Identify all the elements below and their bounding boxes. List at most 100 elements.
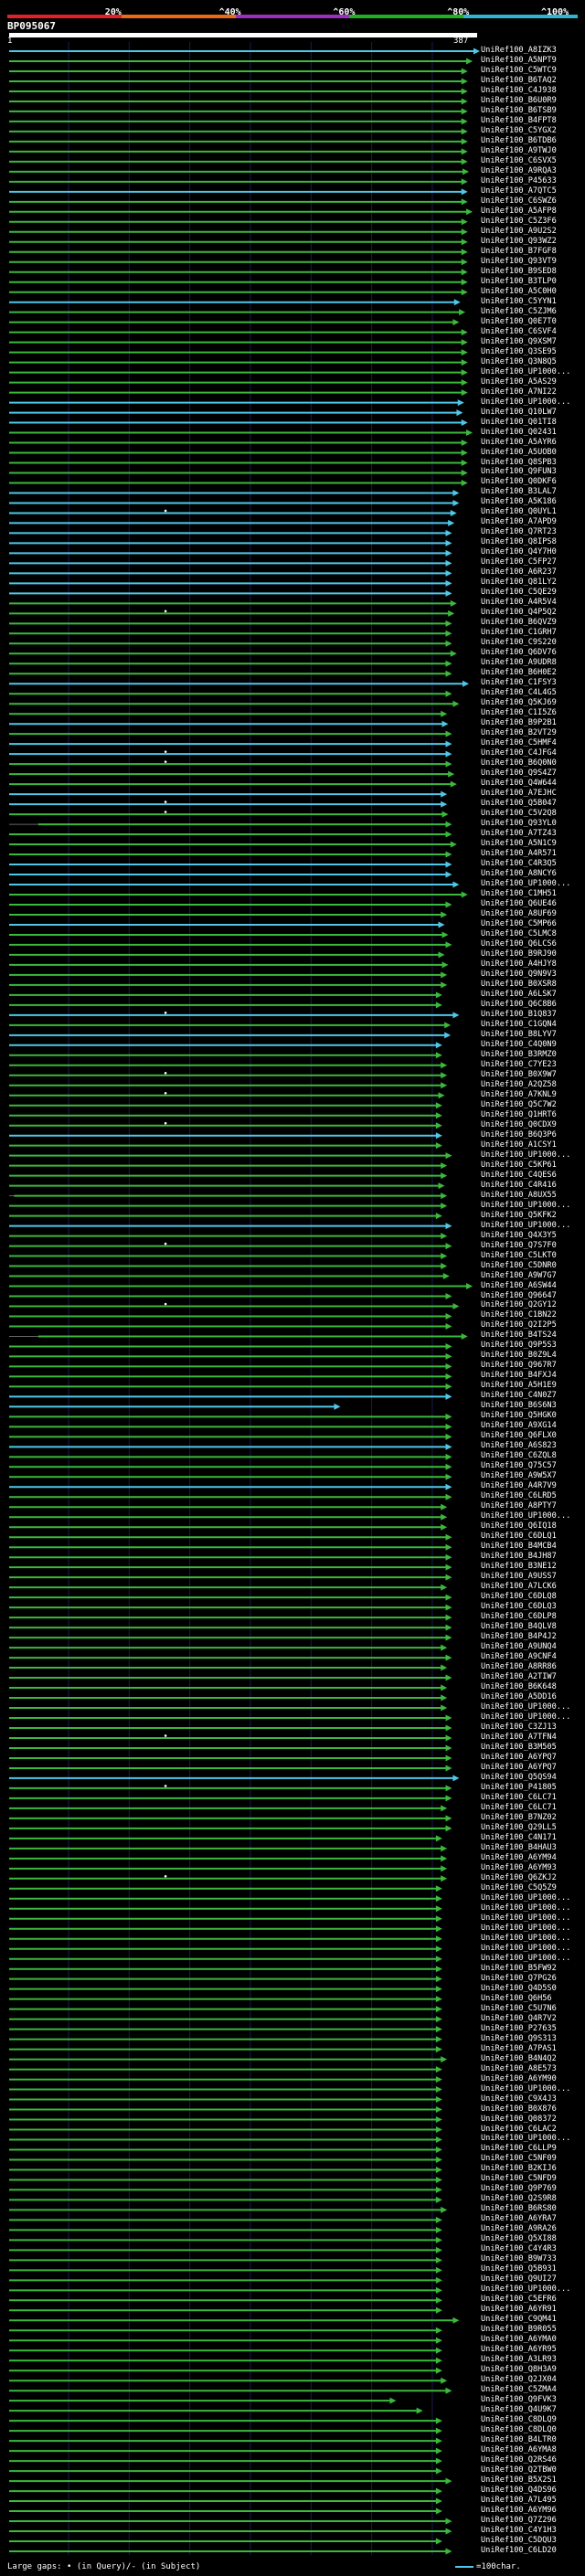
hit-label[interactable]: UniRef100_A6YPQ7: [481, 1762, 557, 1772]
hit-label[interactable]: UniRef100_Q2JX04: [481, 2375, 557, 2385]
hit-label[interactable]: UniRef100_B4MCB4: [481, 1542, 557, 1552]
hit-label[interactable]: UniRef100_B9SED8: [481, 266, 557, 276]
hit-label[interactable]: UniRef100_A5DD16: [481, 1692, 557, 1702]
hit-label[interactable]: UniRef100_Q75C57: [481, 1461, 557, 1471]
hit-label[interactable]: UniRef100_Q0UYL1: [481, 507, 557, 517]
hit-label[interactable]: UniRef100_A6YMA0: [481, 2335, 557, 2345]
hit-label[interactable]: UniRef100_A6YM96: [481, 2506, 557, 2516]
hit-label[interactable]: UniRef100_Q9FVK3: [481, 2395, 557, 2405]
hit-label[interactable]: UniRef100_B9P2B1: [481, 718, 557, 728]
hit-label[interactable]: UniRef100_B4FXJ4: [481, 1371, 557, 1381]
hit-label[interactable]: UniRef100_A6R237: [481, 567, 557, 578]
hit-label[interactable]: UniRef100_A3LR93: [481, 2355, 557, 2365]
hit-label[interactable]: UniRef100_C9X4J3: [481, 2094, 557, 2104]
hit-label[interactable]: UniRef100_B0X876: [481, 2104, 557, 2114]
hit-label[interactable]: UniRef100_A9U2S2: [481, 226, 557, 236]
hit-label[interactable]: UniRef100_B4P4J2: [481, 1632, 557, 1642]
hit-label[interactable]: UniRef100_A6YM94: [481, 1852, 557, 1862]
hit-label[interactable]: UniRef100_Q08372: [481, 2114, 557, 2124]
hit-label[interactable]: UniRef100_Q0CDX9: [481, 1119, 557, 1129]
hit-label[interactable]: UniRef100_A6YR91: [481, 2305, 557, 2315]
hit-label[interactable]: UniRef100_Q9S313: [481, 2033, 557, 2043]
hit-label[interactable]: UniRef100_B6RS80: [481, 2204, 557, 2214]
hit-label[interactable]: UniRef100_Q4U9K7: [481, 2405, 557, 2415]
hit-label[interactable]: UniRef100_UP1000...: [481, 2083, 571, 2094]
hit-label[interactable]: UniRef100_P27635: [481, 2023, 557, 2033]
hit-label[interactable]: UniRef100_B6QVZ9: [481, 618, 557, 628]
hit-label[interactable]: UniRef100_UP1000...: [481, 1933, 571, 1943]
hit-label[interactable]: UniRef100_A9W7G7: [481, 1270, 557, 1280]
hit-label[interactable]: UniRef100_Q2I2P5: [481, 1320, 557, 1330]
hit-label[interactable]: UniRef100_A6LSK7: [481, 989, 557, 999]
hit-label[interactable]: UniRef100_Q02431: [481, 427, 557, 437]
hit-label[interactable]: UniRef100_B9RJ90: [481, 949, 557, 959]
hit-label[interactable]: UniRef100_A9W5X7: [481, 1471, 557, 1481]
hit-label[interactable]: UniRef100_C6SVF4: [481, 326, 557, 336]
hit-label[interactable]: UniRef100_A5N1C9: [481, 839, 557, 849]
hit-label[interactable]: UniRef100_C1GRH7: [481, 628, 557, 638]
hit-label[interactable]: UniRef100_C6DLQ8: [481, 1592, 557, 1602]
hit-label[interactable]: UniRef100_C5ZMA4: [481, 2385, 557, 2395]
hit-label[interactable]: UniRef100_Q9P5S3: [481, 1341, 557, 1351]
hit-label[interactable]: UniRef100_Q93VT9: [481, 256, 557, 266]
hit-label[interactable]: UniRef100_Q6FLX0: [481, 1431, 557, 1441]
hit-label[interactable]: UniRef100_C5NFD9: [481, 2174, 557, 2184]
hit-label[interactable]: UniRef100_C6LAC2: [481, 2124, 557, 2134]
hit-label[interactable]: UniRef100_C4L4G5: [481, 688, 557, 698]
hit-label[interactable]: UniRef100_Q9UI27: [481, 2274, 557, 2284]
hit-label[interactable]: UniRef100_A9TWJ0: [481, 145, 557, 155]
hit-label[interactable]: UniRef100_Q2RS46: [481, 2455, 557, 2465]
hit-label[interactable]: UniRef100_Q3SE95: [481, 346, 557, 356]
hit-label[interactable]: UniRef100_A6SW44: [481, 1280, 557, 1290]
hit-label[interactable]: UniRef100_B0Z9L4: [481, 1351, 557, 1361]
hit-label[interactable]: UniRef100_C9S220: [481, 638, 557, 648]
hit-label[interactable]: UniRef100_B6S6N3: [481, 1401, 557, 1411]
hit-label[interactable]: UniRef100_A8PTY7: [481, 1501, 557, 1511]
hit-label[interactable]: UniRef100_C6DLQ3: [481, 1602, 557, 1612]
hit-label[interactable]: UniRef100_UP1000...: [481, 1200, 571, 1210]
hit-label[interactable]: UniRef100_Q2S9R8: [481, 2194, 557, 2204]
hit-label[interactable]: UniRef100_UP1000...: [481, 1712, 571, 1722]
hit-label[interactable]: UniRef100_C5U7N6: [481, 2003, 557, 2013]
hit-label[interactable]: UniRef100_C6LC71: [481, 1802, 557, 1812]
hit-label[interactable]: UniRef100_UP1000...: [481, 397, 571, 407]
hit-label[interactable]: UniRef100_A6YPQ7: [481, 1752, 557, 1762]
hit-label[interactable]: UniRef100_UP1000...: [481, 1943, 571, 1953]
hit-label[interactable]: UniRef100_A8IZK3: [481, 46, 557, 55]
hit-label[interactable]: UniRef100_C5EFR6: [481, 2295, 557, 2305]
hit-label[interactable]: UniRef100_C5DNR0: [481, 1260, 557, 1270]
hit-label[interactable]: UniRef100_A2QZ58: [481, 1079, 557, 1089]
hit-label[interactable]: UniRef100_Q6C8B6: [481, 999, 557, 1009]
hit-label[interactable]: UniRef100_B8LYV7: [481, 1029, 557, 1039]
hit-label[interactable]: UniRef100_B6TDB6: [481, 135, 557, 145]
hit-label[interactable]: UniRef100_C4N171: [481, 1832, 557, 1842]
hit-label[interactable]: UniRef100_Q7S7F0: [481, 1240, 557, 1250]
hit-label[interactable]: UniRef100_C5ZJM6: [481, 306, 557, 316]
hit-label[interactable]: UniRef100_C8DLQ9: [481, 2415, 557, 2425]
hit-label[interactable]: UniRef100_A8E573: [481, 2063, 557, 2073]
hit-label[interactable]: UniRef100_C6SVX5: [481, 155, 557, 165]
hit-label[interactable]: UniRef100_C5V2Q8: [481, 809, 557, 819]
hit-label[interactable]: UniRef100_A7QTC5: [481, 186, 557, 196]
hit-label[interactable]: UniRef100_C9QM41: [481, 2315, 557, 2325]
hit-label[interactable]: UniRef100_C5LKT0: [481, 1250, 557, 1260]
hit-label[interactable]: UniRef100_C5QE29: [481, 588, 557, 598]
hit-label[interactable]: UniRef100_B5FW92: [481, 1963, 557, 1973]
hit-label[interactable]: UniRef100_C8DLQ0: [481, 2425, 557, 2435]
hit-label[interactable]: UniRef100_A7TFN4: [481, 1732, 557, 1742]
hit-label[interactable]: UniRef100_C6DLP8: [481, 1612, 557, 1622]
hit-label[interactable]: UniRef100_Q4W644: [481, 779, 557, 789]
hit-label[interactable]: UniRef100_Q2GY12: [481, 1300, 557, 1310]
hit-label[interactable]: UniRef100_C1MH51: [481, 888, 557, 898]
hit-label[interactable]: UniRef100_A5C0H0: [481, 286, 557, 296]
hit-label[interactable]: UniRef100_B0X9W7: [481, 1069, 557, 1079]
hit-label[interactable]: UniRef100_A5H1E9: [481, 1381, 557, 1391]
hit-label[interactable]: UniRef100_Q10LW7: [481, 407, 557, 417]
hit-label[interactable]: UniRef100_A9RQA3: [481, 165, 557, 175]
hit-label[interactable]: UniRef100_Q9N9V3: [481, 969, 557, 979]
hit-label[interactable]: UniRef100_Q4P5Q2: [481, 608, 557, 618]
hit-label[interactable]: UniRef100_A1CSY1: [481, 1140, 557, 1150]
hit-label[interactable]: UniRef100_A9CNF4: [481, 1652, 557, 1662]
hit-label[interactable]: UniRef100_Q7PG26: [481, 1973, 557, 1983]
hit-label[interactable]: UniRef100_UP1000...: [481, 1702, 571, 1712]
